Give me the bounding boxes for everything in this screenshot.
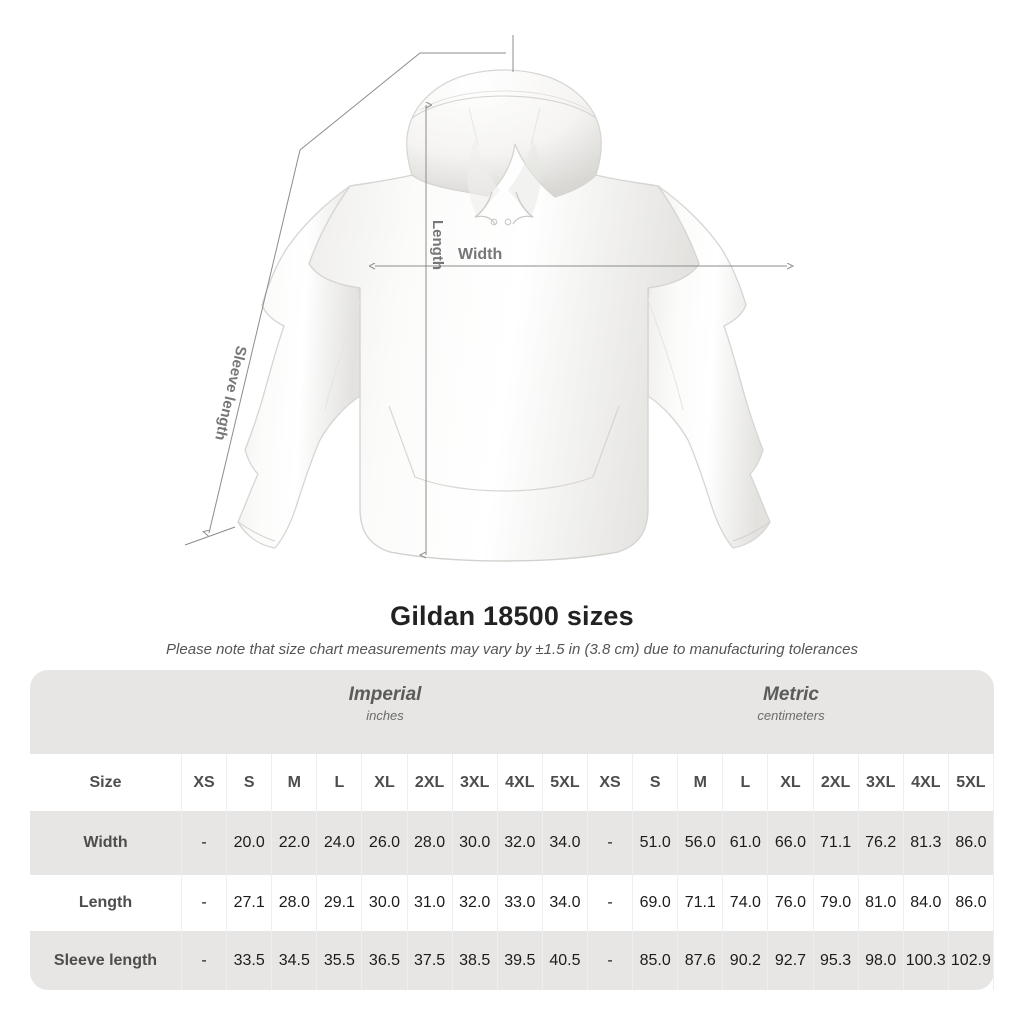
svg-text:Length: Length: [429, 220, 446, 270]
svg-text:Width: Width: [458, 246, 502, 263]
svg-text:Sleeve length: Sleeve length: [211, 344, 249, 442]
